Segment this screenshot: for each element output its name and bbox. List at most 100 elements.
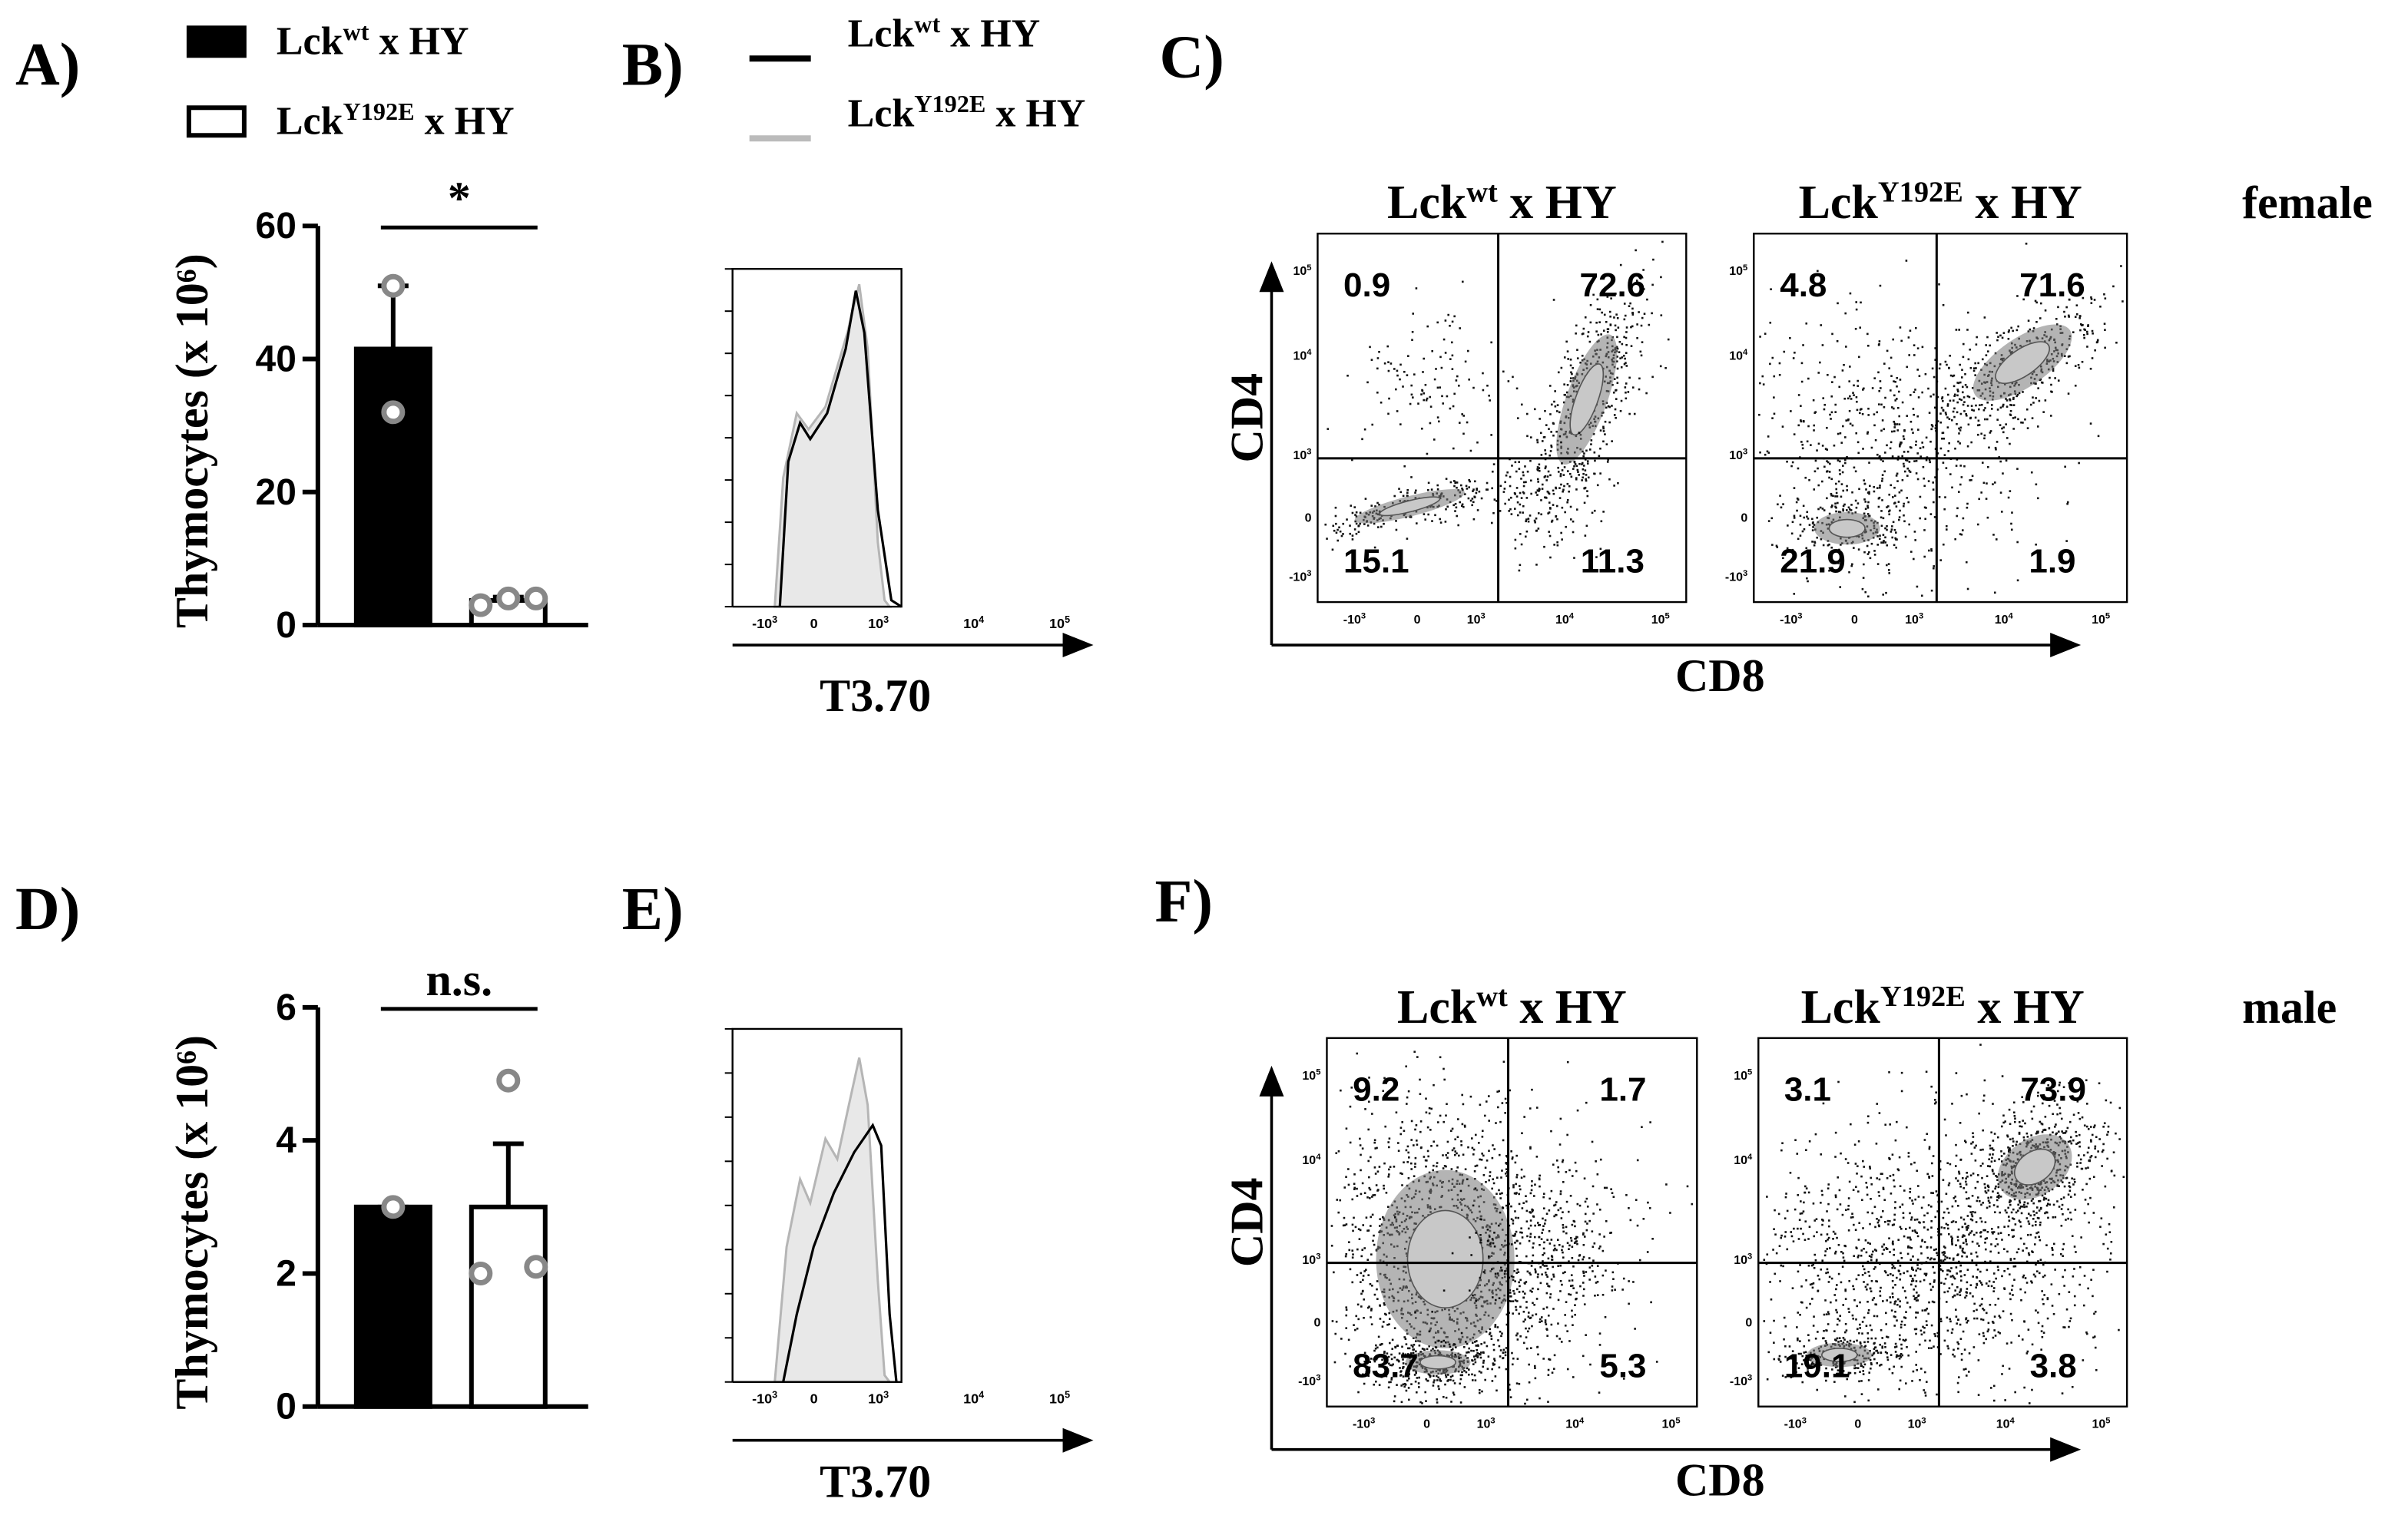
event-dot [1575, 465, 1578, 468]
event-dot [1974, 362, 1976, 365]
event-dot [2038, 399, 2041, 402]
tick-label: 105 [1662, 1416, 1681, 1431]
event-dot [1401, 1121, 1404, 1123]
event-dot [2042, 1275, 2045, 1279]
event-dot [1982, 1229, 1985, 1232]
event-dot [1363, 1192, 1366, 1195]
event-dot [1548, 1296, 1552, 1298]
event-dot [1534, 1183, 1536, 1186]
event-dot [1354, 514, 1356, 516]
event-dot [1353, 528, 1356, 531]
event-dot [1953, 385, 1956, 388]
event-dot [1921, 594, 1923, 597]
event-dot [1793, 593, 1796, 595]
event-dot [1960, 399, 1963, 402]
event-dot [1476, 509, 1479, 511]
event-dot [1651, 283, 1654, 286]
event-dot [1362, 1224, 1365, 1226]
event-dot [1839, 586, 1842, 588]
event-dot [1916, 1291, 1918, 1294]
event-dot [1607, 458, 1609, 461]
event-dot [1386, 1361, 1389, 1364]
event-dot [1835, 506, 1837, 509]
event-dot [1545, 1306, 1548, 1308]
event-dot [1588, 1257, 1591, 1259]
event-dot [1621, 342, 1624, 346]
event-dot [1793, 487, 1796, 489]
event-dot [1515, 1154, 1518, 1157]
event-dot [1616, 376, 1618, 379]
event-dot [1460, 1144, 1462, 1146]
event-dot [1980, 1303, 1983, 1305]
event-dot [1518, 1193, 1520, 1196]
event-dot [1374, 1173, 1377, 1175]
event-dot [1332, 524, 1335, 528]
event-dot [1848, 1311, 1850, 1313]
tick-base: 0 [1314, 1316, 1321, 1329]
event-dot [2016, 393, 2019, 396]
event-dot [2038, 1236, 2040, 1239]
event-dot [2079, 323, 2082, 326]
event-dot [1959, 1275, 1963, 1278]
event-dot [1406, 1370, 1409, 1372]
event-dot [1646, 1251, 1649, 1253]
row-label: female [2242, 177, 2373, 228]
event-dot [1355, 515, 1358, 518]
y-tick-label: 40 [256, 339, 296, 379]
event-dot [1495, 1389, 1498, 1392]
event-dot [1826, 1233, 1829, 1236]
event-dot [1595, 321, 1598, 324]
event-dot [1546, 1275, 1548, 1278]
event-dot [1511, 1156, 1514, 1159]
event-dot [2040, 1348, 2042, 1351]
event-dot [1383, 1365, 1386, 1368]
event-dot [1441, 395, 1443, 398]
event-dot [1577, 1259, 1580, 1262]
event-dot [1873, 485, 1876, 488]
event-dot [1468, 478, 1470, 481]
event-dot [1542, 1358, 1545, 1360]
event-dot [1773, 412, 1776, 415]
event-dot [1999, 460, 2002, 463]
event-dot [1360, 1305, 1363, 1308]
event-dot [1472, 1355, 1476, 1358]
event-dot [1559, 1207, 1562, 1209]
event-dot [1539, 432, 1542, 435]
event-dot [1499, 485, 1502, 488]
event-dot [1550, 1189, 1553, 1193]
event-dot [1956, 1272, 1958, 1275]
event-dot [1382, 1216, 1384, 1219]
text-sup: wt [914, 10, 940, 38]
event-dot [1344, 1255, 1347, 1258]
event-dot [1982, 1100, 1985, 1102]
event-dot [1897, 455, 1900, 458]
event-dot [1893, 422, 1896, 425]
event-dot [1831, 381, 1833, 383]
tick-label: -103 [1725, 569, 1747, 584]
event-dot [1959, 429, 1962, 432]
event-dot [1797, 498, 1800, 501]
event-dot [2012, 398, 2015, 400]
event-dot [1877, 343, 1880, 346]
legend-label: LckY192E x HY [848, 90, 1086, 135]
event-dot [1333, 529, 1336, 532]
event-dot [1821, 480, 1823, 483]
quadrant-percent: 0.9 [1343, 266, 1390, 304]
event-dot [1563, 393, 1566, 396]
event-dot [1887, 1223, 1890, 1226]
event-dot [1820, 538, 1823, 541]
event-dot [1473, 1374, 1476, 1377]
event-dot [1393, 1400, 1396, 1403]
event-dot [1453, 315, 1456, 318]
event-dot [1366, 1196, 1369, 1199]
event-dot [1519, 533, 1522, 535]
event-dot [1562, 1245, 1564, 1248]
event-dot [1369, 1361, 1372, 1363]
event-dot [1548, 1285, 1551, 1288]
event-dot [1560, 441, 1562, 444]
event-dot [1488, 1120, 1490, 1122]
event-dot [1504, 1173, 1507, 1175]
event-dot [1893, 1267, 1896, 1269]
event-dot [1529, 1232, 1532, 1236]
event-dot [1515, 1176, 1518, 1179]
